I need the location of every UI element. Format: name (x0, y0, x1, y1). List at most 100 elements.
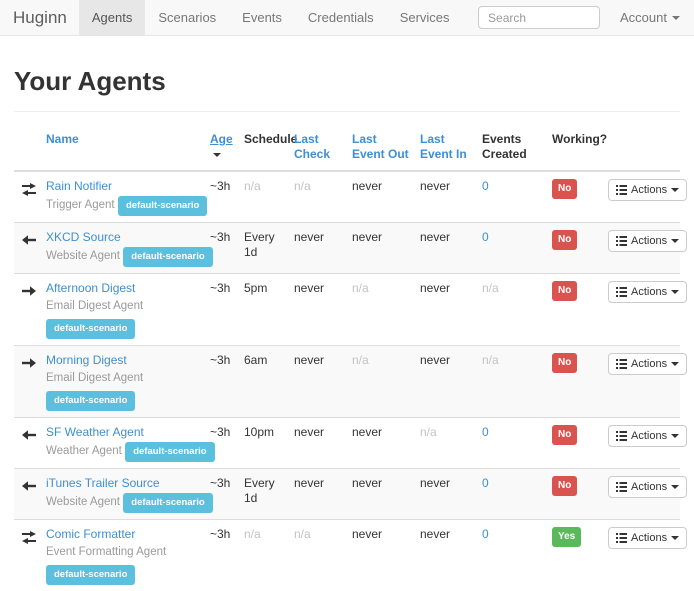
actions-button[interactable]: Actions (608, 353, 687, 375)
actions-button[interactable]: Actions (608, 281, 687, 303)
cell-direction (14, 418, 40, 469)
agent-name-link[interactable]: Comic Formatter (46, 527, 135, 541)
actions-button[interactable]: Actions (608, 230, 687, 252)
cell-events-created: 0 (476, 223, 546, 274)
cell-value: never (420, 281, 450, 295)
account-label: Account (620, 10, 667, 25)
scenario-badge[interactable]: default-scenario (123, 493, 212, 513)
cell-actions: Actions (602, 346, 680, 418)
cell-value: n/a (352, 281, 369, 295)
search-input[interactable] (478, 6, 600, 29)
nav-item-services[interactable]: Services (387, 0, 463, 35)
events-created-link[interactable]: 0 (482, 230, 489, 244)
cell-value: n/a (420, 425, 437, 439)
nav-item-events[interactable]: Events (229, 0, 295, 35)
agent-name-link[interactable]: SF Weather Agent (46, 425, 144, 439)
actions-button[interactable]: Actions (608, 179, 687, 201)
col-header-label: Age (210, 132, 233, 146)
nav-item-scenarios[interactable]: Scenarios (145, 0, 229, 35)
cell-value: never (352, 476, 382, 490)
cell-events-created: 0 (476, 469, 546, 520)
cell-schedule: 5pm (238, 274, 288, 346)
working-badge: No (552, 476, 577, 496)
actions-button[interactable]: Actions (608, 425, 687, 447)
agent-subtitle: Weather Agent default-scenario (46, 442, 200, 462)
arrow-right-icon (20, 357, 36, 369)
cell-last-event-out: never (346, 171, 414, 223)
col-header-label: Working? (552, 132, 607, 146)
col-header-last-event-in[interactable]: Last Event In (414, 124, 476, 171)
cell-age: ~3h (204, 346, 238, 418)
agent-name-link[interactable]: Morning Digest (46, 353, 127, 367)
cell-value: n/a (352, 353, 369, 367)
nav-item-agents[interactable]: Agents (79, 0, 145, 35)
cell-actions: Actions (602, 274, 680, 346)
actions-button[interactable]: Actions (608, 527, 687, 549)
cell-age: ~3h (204, 274, 238, 346)
col-header-last-check[interactable]: Last Check (288, 124, 346, 171)
nav-item-credentials[interactable]: Credentials (295, 0, 387, 35)
chevron-down-icon (671, 434, 679, 438)
agent-row: Afternoon Digest Email Digest Agent defaul… (14, 274, 680, 346)
cell-schedule: Every 1d (238, 223, 288, 274)
cell-value: never (352, 230, 382, 244)
arrow-right-icon (20, 285, 36, 297)
cell-value: never (420, 179, 450, 193)
agent-subtitle: Email Digest Agent (46, 298, 200, 314)
cell-name: Afternoon Digest Email Digest Agent defaul… (40, 274, 204, 346)
agent-name-link[interactable]: iTunes Trailer Source (46, 476, 160, 490)
brand[interactable]: Huginn (13, 0, 67, 35)
scenario-badge[interactable]: default-scenario (123, 247, 212, 267)
cell-actions: Actions (602, 171, 680, 223)
cell-working: No (546, 171, 602, 223)
col-header-events-created: Events Created (476, 124, 546, 171)
events-created-link[interactable]: 0 (482, 179, 489, 193)
col-header-age[interactable]: Age (204, 124, 238, 171)
col-header-last-event-out[interactable]: Last Event Out (346, 124, 414, 171)
cell-value: Every 1d (244, 476, 275, 505)
actions-button[interactable]: Actions (608, 476, 687, 498)
chevron-down-icon (672, 16, 680, 20)
cell-last-event-in: never (414, 520, 476, 591)
cell-value: never (352, 425, 382, 439)
account-menu[interactable]: Account (620, 10, 680, 25)
col-header-actions (602, 124, 680, 171)
cell-last-event-out: never (346, 223, 414, 274)
cell-working: Yes (546, 520, 602, 591)
col-header-name[interactable]: Name (40, 124, 204, 171)
cell-name: SF Weather Agent Weather Agent default-sc… (40, 418, 204, 469)
scenario-badge[interactable]: default-scenario (118, 196, 207, 216)
agent-type-label: Email Digest Agent (46, 372, 143, 384)
scenario-badge[interactable]: default-scenario (46, 391, 135, 411)
cell-last-event-in: never (414, 346, 476, 418)
events-created-link[interactable]: 0 (482, 527, 489, 541)
cell-value: ~3h (210, 230, 230, 244)
cell-last-event-in: n/a (414, 418, 476, 469)
cell-actions: Actions (602, 520, 680, 591)
scenario-badge[interactable]: default-scenario (46, 319, 135, 339)
agent-name-link[interactable]: Rain Notifier (46, 179, 112, 193)
cell-value: n/a (294, 179, 311, 193)
scenario-badge-row: default-scenario (46, 391, 200, 411)
arrow-left-icon (20, 429, 36, 441)
cell-value: never (352, 179, 382, 193)
cell-last-check: never (288, 418, 346, 469)
cell-value: never (420, 527, 450, 541)
agent-name-link[interactable]: Afternoon Digest (46, 281, 135, 295)
cell-events-created: 0 (476, 418, 546, 469)
cell-last-event-out: never (346, 418, 414, 469)
events-created-link[interactable]: 0 (482, 476, 489, 490)
sort-desc-icon (213, 153, 221, 157)
cell-last-event-in: never (414, 469, 476, 520)
cell-value: n/a (482, 353, 499, 367)
events-created-link[interactable]: 0 (482, 425, 489, 439)
scenario-badge[interactable]: default-scenario (125, 442, 214, 462)
scenario-badge[interactable]: default-scenario (46, 565, 135, 585)
list-icon (616, 359, 627, 369)
cell-last-check: never (288, 274, 346, 346)
actions-button-label: Actions (631, 532, 667, 544)
agent-name-link[interactable]: XKCD Source (46, 230, 121, 244)
